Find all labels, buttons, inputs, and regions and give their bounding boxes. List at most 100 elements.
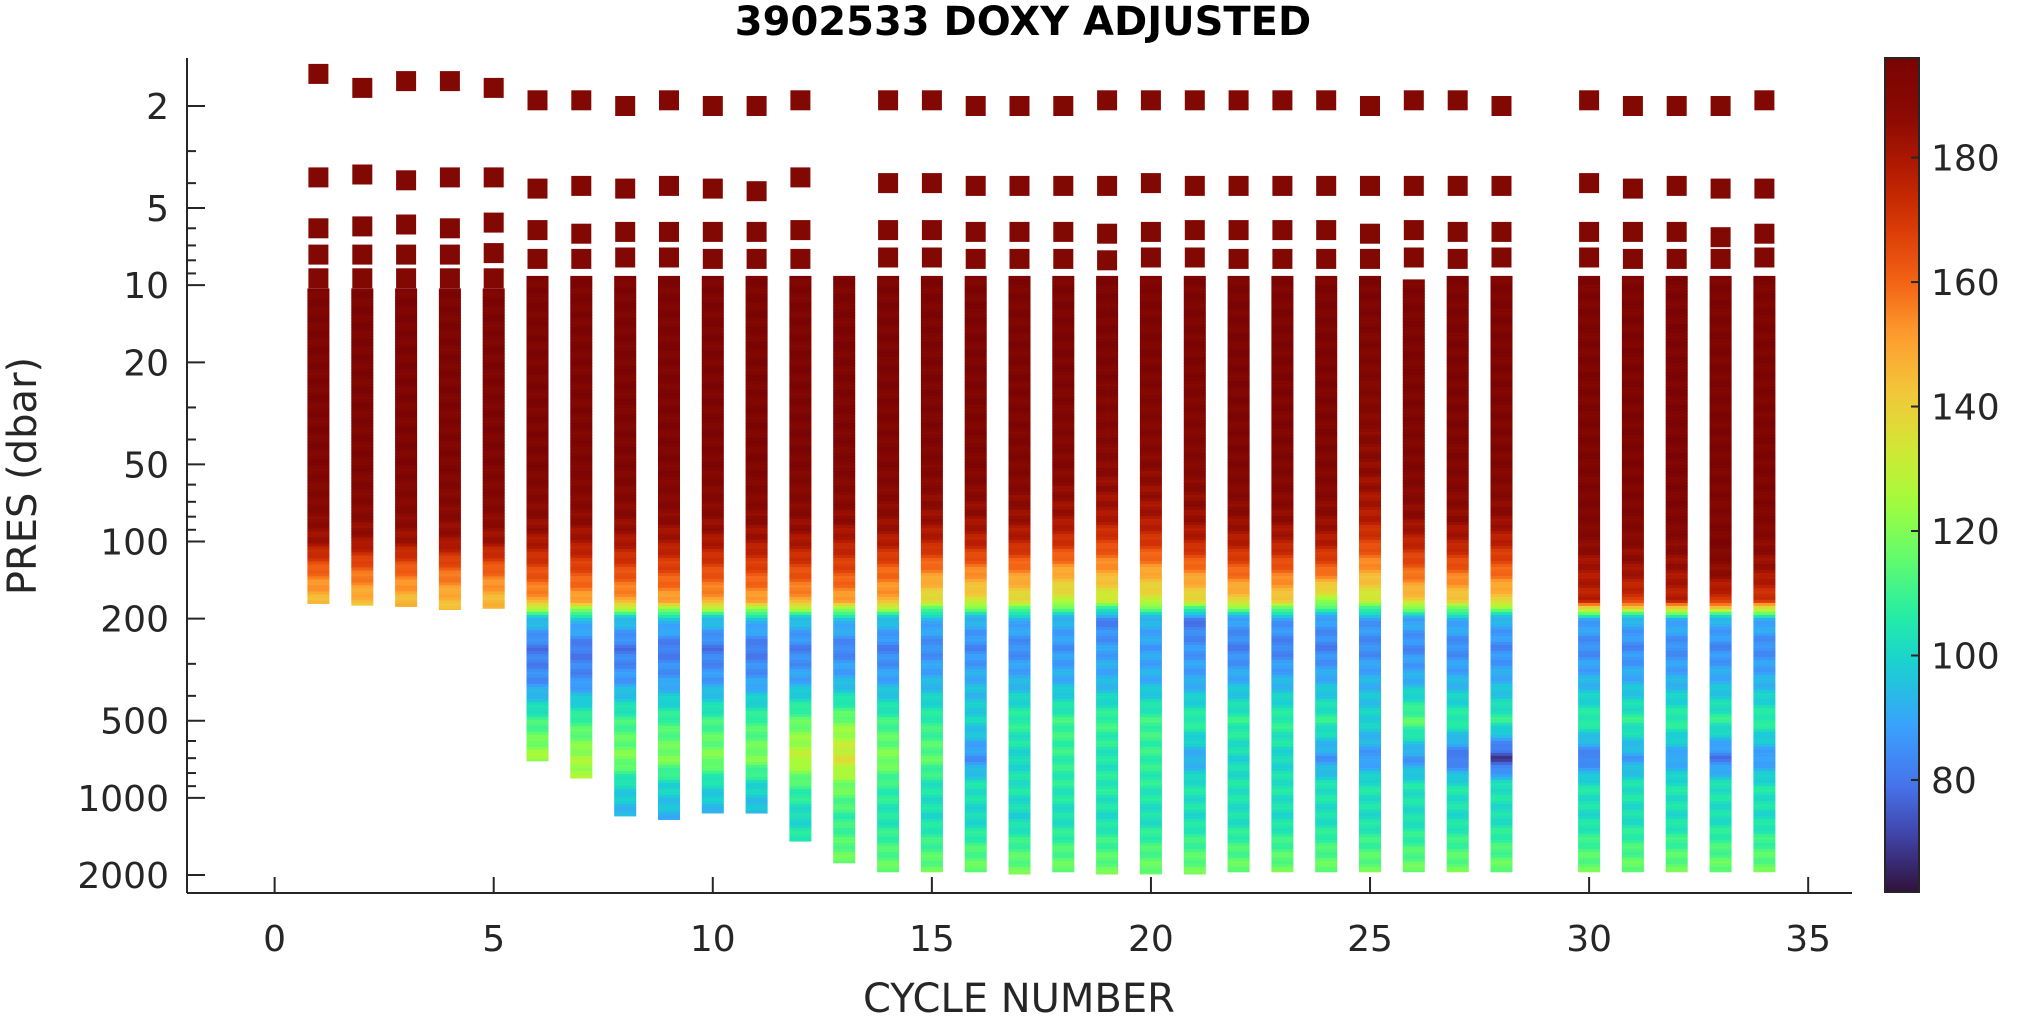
profile-cell xyxy=(920,617,943,622)
profile-cell xyxy=(1008,734,1031,739)
profile-cell xyxy=(920,278,943,283)
profile-cell xyxy=(482,288,505,292)
profile-cell xyxy=(920,284,943,289)
profile-cell xyxy=(1096,329,1119,334)
profile-cell xyxy=(658,332,680,337)
profile-cell xyxy=(877,716,900,721)
profile-cell xyxy=(833,677,856,682)
profile-cell xyxy=(307,423,330,427)
profile-cell xyxy=(745,755,768,760)
profile-cell xyxy=(1096,533,1119,538)
profile-cell xyxy=(920,407,943,412)
profile-cell xyxy=(789,509,812,514)
profile-cell xyxy=(1096,335,1119,340)
profile-cell xyxy=(395,474,418,478)
profile-cell xyxy=(789,761,812,766)
profile-cell xyxy=(1446,395,1469,400)
profile-cell xyxy=(964,740,987,745)
profile-cell xyxy=(877,506,900,511)
profile-cell xyxy=(1359,464,1381,469)
profile-cell xyxy=(1139,740,1162,745)
profile-cell xyxy=(833,842,856,847)
profile-cell xyxy=(877,794,900,799)
profile-cell xyxy=(526,755,549,760)
profile-cell xyxy=(920,833,943,838)
profile-cell xyxy=(1402,600,1425,604)
profile-cell xyxy=(1271,740,1294,745)
profile-cell xyxy=(789,398,812,403)
profile-cell xyxy=(1446,650,1469,655)
profile-cell xyxy=(1052,791,1075,796)
profile-cell xyxy=(526,326,549,331)
profile-cell xyxy=(1315,869,1338,873)
profile-cell xyxy=(1315,452,1338,457)
profile-cell xyxy=(745,581,768,586)
profile-cell xyxy=(1446,461,1469,466)
profile-cell xyxy=(307,480,330,484)
profile-cell xyxy=(1052,797,1075,802)
profile-cell xyxy=(833,635,856,640)
profile-cell xyxy=(570,758,593,763)
profile-cell xyxy=(1008,638,1031,643)
profile-cell xyxy=(964,302,987,307)
profile-cell xyxy=(1227,287,1250,292)
profile-cell xyxy=(745,446,768,451)
profile-cell xyxy=(1490,743,1513,748)
profile-cell xyxy=(1096,377,1119,382)
profile-cell xyxy=(789,494,812,499)
profile-cell xyxy=(307,312,330,316)
profile-cell xyxy=(526,389,549,394)
profile-cell xyxy=(1271,380,1294,385)
profile-cell xyxy=(877,602,900,607)
profile-cell xyxy=(877,452,900,457)
profile-cell xyxy=(658,329,680,334)
profile-cell xyxy=(1008,623,1031,628)
profile-cell xyxy=(1359,680,1381,685)
profile-cell xyxy=(1359,803,1381,808)
profile-cell xyxy=(964,455,987,460)
profile-cell xyxy=(614,659,637,664)
profile-cell xyxy=(1139,713,1162,718)
profile-cell xyxy=(1315,650,1338,655)
profile-cell xyxy=(614,617,637,622)
profile-cell xyxy=(1446,440,1469,445)
profile-cell xyxy=(570,704,593,709)
profile-cell xyxy=(1227,332,1250,337)
profile-cell xyxy=(745,503,768,508)
profile-cell xyxy=(1446,560,1469,565)
profile-cell xyxy=(964,806,987,811)
profile-cell xyxy=(920,707,943,712)
profile-cell xyxy=(1402,729,1425,733)
profile-cell xyxy=(395,492,418,496)
profile-cell xyxy=(1139,566,1162,571)
profile-cell xyxy=(1446,614,1469,619)
profile-cell xyxy=(1096,656,1119,661)
profile-cell xyxy=(1139,701,1162,706)
profile-cell xyxy=(351,549,374,553)
profile-cell xyxy=(789,584,812,589)
profile-cell xyxy=(570,509,593,514)
profile-cell xyxy=(526,740,549,745)
profile-cell xyxy=(658,587,680,592)
profile-cell xyxy=(1139,656,1162,661)
profile-cell xyxy=(1139,506,1162,511)
profile-cell xyxy=(920,482,943,487)
profile-cell xyxy=(1402,321,1425,325)
profile-cell xyxy=(877,677,900,682)
profile-cell xyxy=(1490,551,1513,556)
profile-cell xyxy=(1271,812,1294,817)
profile-cell xyxy=(1052,416,1075,421)
profile-cell xyxy=(1139,638,1162,643)
profile-cell xyxy=(482,525,505,529)
profile-cell xyxy=(701,326,724,331)
profile-cell xyxy=(1227,851,1250,856)
profile-cell xyxy=(1446,695,1469,700)
profile-cell xyxy=(833,668,856,673)
profile-cell xyxy=(701,461,724,466)
profile-cell xyxy=(1052,437,1075,442)
profile-cell xyxy=(920,815,943,820)
profile-cell xyxy=(307,354,330,358)
profile-cell xyxy=(351,462,374,466)
profile-column xyxy=(1490,275,1513,873)
profile-cell xyxy=(1052,485,1075,490)
